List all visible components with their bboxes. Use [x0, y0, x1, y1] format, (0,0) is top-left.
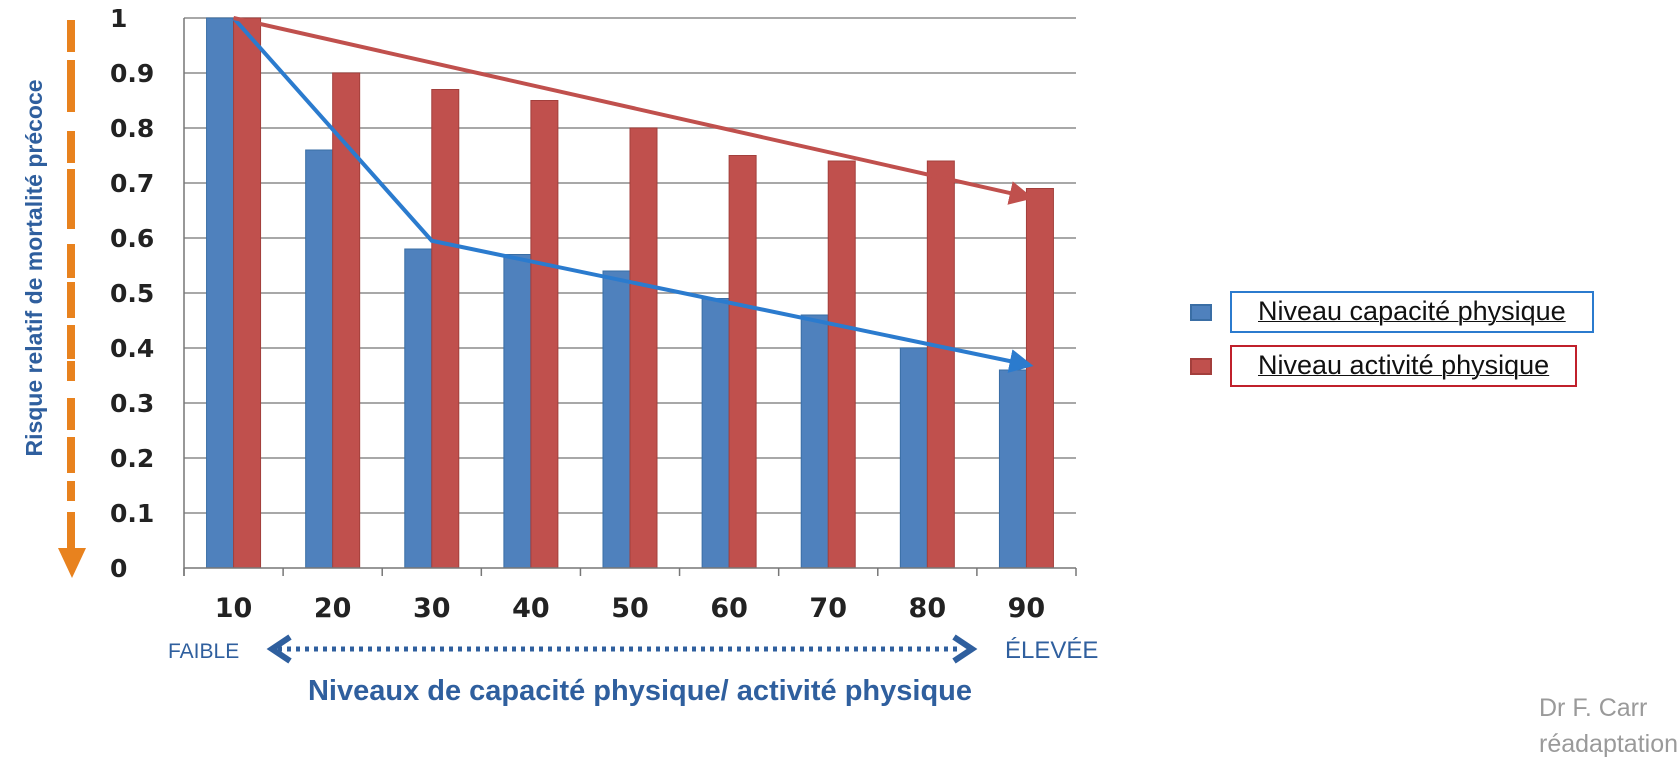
orange-dash — [67, 512, 75, 552]
legend-label-activite: Niveau activité physique — [1230, 345, 1578, 387]
bar-capacite-10 — [206, 17, 235, 569]
x-tick-label: 30 — [413, 593, 451, 624]
bar-activite-60 — [728, 155, 757, 569]
footer-credit: Dr F. Carr réadaptation — [1539, 690, 1680, 758]
orange-dash — [67, 244, 75, 278]
bar-capacite-90 — [998, 369, 1027, 569]
y-tick-labels: 0 0.1 0.2 0.3 0.4 0.5 0.6 0.7 0.8 0.9 1 — [110, 4, 154, 583]
y-tick-label: 0.6 — [110, 224, 154, 253]
x-low-label: FAIBLE — [168, 640, 239, 663]
y-tick-label: 1 — [110, 4, 127, 33]
legend-item-activite: Niveau activité physique — [1190, 345, 1594, 387]
y-tick-label: 0.5 — [110, 279, 154, 308]
x-tick-label: 50 — [611, 593, 649, 624]
bar-activite-50 — [629, 127, 658, 569]
bar-activite-40 — [530, 100, 559, 569]
dotted-arrow-left-head — [266, 634, 292, 664]
orange-dash — [67, 169, 75, 211]
y-tick-label: 0.2 — [110, 444, 154, 473]
x-tick-label: 10 — [215, 593, 253, 624]
trend-line-activite — [233, 16, 1034, 205]
decreasing-risk-arrow — [58, 20, 86, 578]
x-tick-label: 70 — [809, 593, 847, 624]
faible-elevee-arrow — [266, 634, 978, 664]
orange-dash — [67, 481, 75, 501]
bar-capacite-70 — [800, 314, 829, 569]
legend-item-capacite: Niveau capacité physique — [1190, 291, 1594, 333]
bar-capacite-30 — [404, 248, 433, 569]
x-tick-label: 60 — [710, 593, 748, 624]
bar-activite-10 — [233, 17, 262, 569]
legend-swatch-blue — [1190, 303, 1212, 321]
orange-dash — [67, 95, 75, 112]
bar-capacite-20 — [305, 149, 334, 569]
bar-capacite-50 — [602, 270, 631, 569]
y-tick-label: 0 — [110, 554, 127, 583]
x-tick-labels: 10 20 30 40 50 60 70 80 90 — [215, 593, 1045, 624]
chart: 0 0.1 0.2 0.3 0.4 0.5 0.6 0.7 0.8 0.9 1 10 20 30 40 50… — [21, 4, 1098, 707]
x-tick-label: 80 — [909, 593, 947, 624]
x-axis-title: Niveaux de capacité physique/ activité p… — [308, 675, 972, 707]
trend-line-capacite — [232, 16, 1034, 373]
x-tick-label: 40 — [512, 593, 550, 624]
bar-capacite-40 — [503, 254, 532, 569]
y-tick-label: 0.1 — [110, 499, 154, 528]
orange-dash — [67, 437, 75, 473]
orange-dash — [67, 131, 75, 163]
bar-capacite-60 — [701, 298, 730, 569]
x-high-label: ÉLEVÉE — [1005, 637, 1098, 664]
legend-swatch-red — [1190, 357, 1212, 375]
orange-dash — [67, 20, 75, 52]
orange-arrow-head — [58, 548, 86, 578]
x-tick-label: 20 — [314, 593, 352, 624]
orange-dash — [67, 325, 75, 359]
legend-label-capacite: Niveau capacité physique — [1230, 291, 1594, 333]
bar-activite-90 — [1025, 188, 1054, 569]
legend: Niveau capacité physique Niveau activité… — [1190, 291, 1594, 399]
bar-activite-80 — [926, 160, 955, 569]
orange-dash — [67, 211, 75, 229]
y-axis-title: Risque relatif de mortalité précoce — [21, 79, 47, 456]
x-tick-label: 90 — [1008, 593, 1046, 624]
y-tick-label: 0.7 — [110, 169, 154, 198]
y-tick-label: 0.9 — [110, 59, 154, 88]
footer-line-2: réadaptation — [1539, 730, 1679, 758]
footer-line-1: Dr F. Carr — [1539, 694, 1648, 722]
y-tick-label: 0.4 — [110, 334, 154, 363]
orange-dash — [67, 282, 75, 318]
dotted-arrow-right-head — [952, 634, 978, 664]
orange-dash — [67, 398, 75, 430]
y-tick-label: 0.8 — [110, 114, 154, 143]
bar-capacite-80 — [899, 347, 928, 569]
orange-dash — [67, 60, 75, 96]
y-tick-label: 0.3 — [110, 389, 154, 418]
orange-dash — [67, 361, 75, 381]
trend-lines — [232, 16, 1034, 373]
axes — [183, 18, 1077, 576]
bar-activite-70 — [827, 160, 856, 569]
bar-activite-30 — [431, 89, 460, 569]
